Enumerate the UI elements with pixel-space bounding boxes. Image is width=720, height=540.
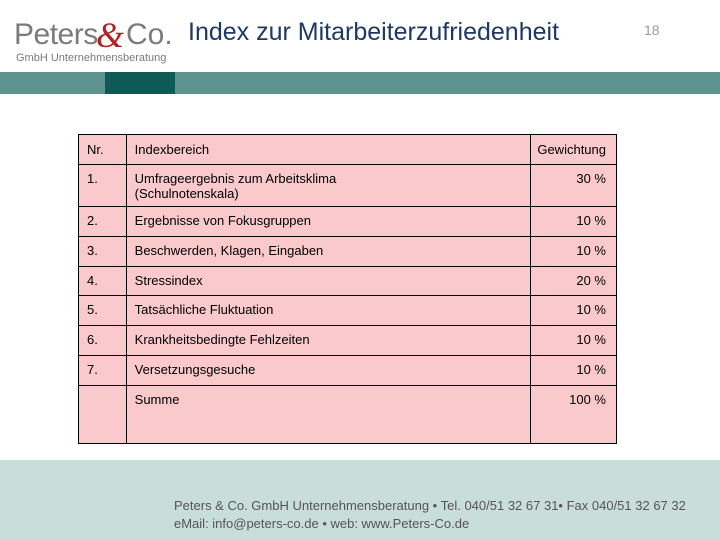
table-row: 7. Versetzungsgesuche 10 % (78, 355, 617, 386)
row-gewichtung: 20 % (530, 266, 617, 296)
table-row: 1. Umfrageergebnis zum Arbeitsklima (Sch… (78, 164, 617, 207)
logo-co: Co. (126, 18, 173, 51)
row-bereich: Stressindex (125, 266, 532, 296)
row-nr: 3. (78, 236, 127, 267)
row-nr-empty (78, 385, 127, 444)
row-bereich: Krankheitsbedingte Fehlzeiten (125, 325, 532, 356)
index-table: Nr. Indexbereich Gewichtung 1. Umfrageer… (78, 134, 617, 444)
summe-label: Summe (125, 385, 532, 444)
header-band-accent (105, 72, 175, 94)
row-bereich: Beschwerden, Klagen, Eingaben (125, 236, 532, 267)
header-indexbereich: Indexbereich (125, 134, 532, 165)
summe-value: 100 % (530, 385, 617, 444)
row-nr: 7. (78, 355, 127, 386)
header-band (0, 72, 720, 94)
table-summe-row: Summe 100 % (78, 385, 617, 444)
row-bereich: Umfrageergebnis zum Arbeitsklima (Schuln… (125, 164, 532, 207)
table-row: 3. Beschwerden, Klagen, Eingaben 10 % (78, 236, 617, 267)
row-nr: 5. (78, 295, 127, 326)
row-nr: 6. (78, 325, 127, 356)
row-gewichtung: 30 % (530, 164, 617, 207)
row-nr: 1. (78, 164, 127, 207)
table-row: 6. Krankheitsbedingte Fehlzeiten 10 % (78, 325, 617, 356)
page-number: 18 (644, 22, 660, 38)
row-gewichtung: 10 % (530, 325, 617, 356)
logo-subtitle: GmbH Unternehmensberatung (16, 52, 167, 64)
footer-web-line: eMail: info@peters-co.de • web: www.Pete… (174, 516, 470, 531)
row-bereich: Tatsächliche Fluktuation (125, 295, 532, 326)
row-gewichtung: 10 % (530, 206, 617, 237)
row-nr: 4. (78, 266, 127, 296)
footer-contact-line: Peters & Co. GmbH Unternehmensberatung •… (174, 498, 686, 513)
header-gewichtung: Gewichtung (530, 134, 617, 165)
table-row: 4. Stressindex 20 % (78, 266, 617, 296)
row-gewichtung: 10 % (530, 355, 617, 386)
logo-ampersand: & (96, 15, 125, 55)
row-gewichtung: 10 % (530, 236, 617, 267)
header-nr: Nr. (78, 134, 127, 165)
table-row: 2. Ergebnisse von Fokusgruppen 10 % (78, 206, 617, 237)
row-bereich: Ergebnisse von Fokusgruppen (125, 206, 532, 237)
company-logo: Peters & Co. GmbH Unternehmensberatung (14, 14, 184, 66)
table-row: 5. Tatsächliche Fluktuation 10 % (78, 295, 617, 326)
footer-band: Peters & Co. GmbH Unternehmensberatung •… (0, 460, 720, 540)
table-header-row: Nr. Indexbereich Gewichtung (78, 134, 617, 165)
row-gewichtung: 10 % (530, 295, 617, 326)
logo-wordmark: Peters (14, 18, 98, 51)
row-nr: 2. (78, 206, 127, 237)
slide-title: Index zur Mitarbeiterzufriedenheit (188, 18, 560, 46)
row-bereich: Versetzungsgesuche (125, 355, 532, 386)
